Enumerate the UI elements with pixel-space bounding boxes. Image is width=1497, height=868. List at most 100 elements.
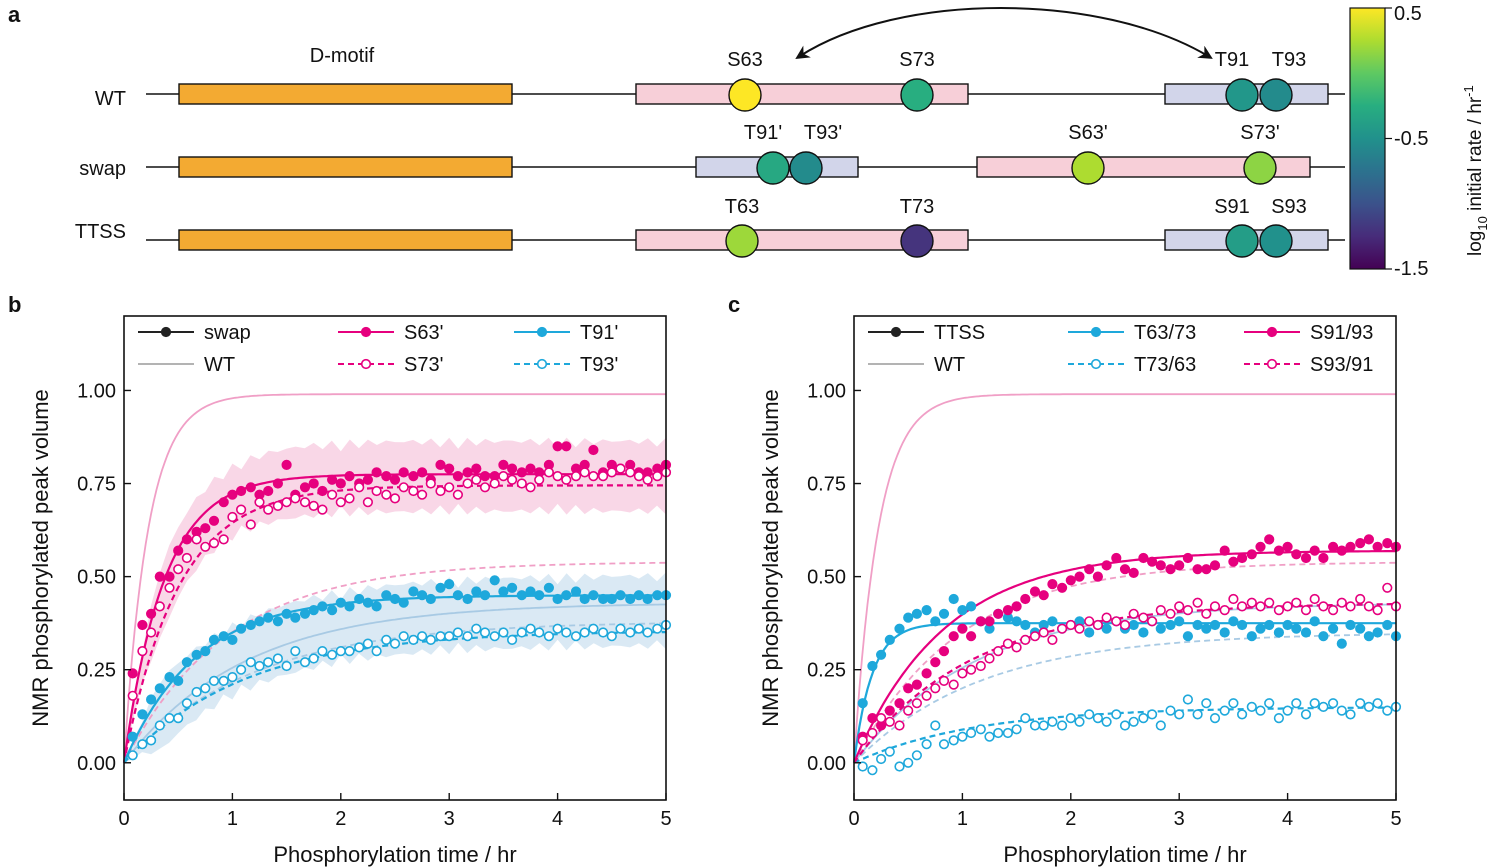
data-point xyxy=(884,705,895,716)
data-point xyxy=(354,482,365,493)
data-point xyxy=(127,668,138,679)
data-point xyxy=(218,675,229,687)
fit-curve xyxy=(853,706,1397,764)
data-point xyxy=(1372,627,1383,638)
data-point xyxy=(127,750,138,761)
data-point xyxy=(236,623,247,634)
data-point xyxy=(975,616,986,627)
legend-marker xyxy=(160,326,172,338)
data-point xyxy=(254,660,265,672)
data-point xyxy=(435,459,446,471)
data-point xyxy=(1318,701,1329,713)
data-point xyxy=(425,593,436,605)
data-point xyxy=(444,482,455,493)
data-point xyxy=(371,601,382,612)
data-point xyxy=(1111,616,1122,627)
data-point xyxy=(417,590,428,601)
data-point xyxy=(1092,712,1103,724)
data-point xyxy=(1084,616,1095,627)
data-point xyxy=(1065,712,1076,724)
data-point xyxy=(1291,597,1302,608)
data-point xyxy=(498,586,509,597)
site-circle-t91 xyxy=(1225,78,1259,112)
data-point xyxy=(1318,601,1329,612)
data-point xyxy=(335,597,346,608)
legend-label: T91' xyxy=(580,322,618,344)
data-point xyxy=(894,720,905,731)
data-point xyxy=(417,467,428,478)
colorbar-label-main: log xyxy=(1465,231,1486,256)
data-point xyxy=(1336,597,1347,608)
data-point xyxy=(867,765,878,776)
site-label: S91 xyxy=(1214,196,1250,218)
data-point xyxy=(218,534,229,545)
data-point xyxy=(921,690,932,701)
data-point xyxy=(435,631,446,642)
data-point xyxy=(236,664,247,675)
site-label: S93 xyxy=(1271,196,1307,218)
data-point xyxy=(272,616,284,627)
data-point xyxy=(408,634,419,646)
data-point xyxy=(1047,616,1058,627)
chart-panel-c: c 0 1 2 3 4 5 0.00 0.25 0.50 0.75 1.00 NMR phospho… xyxy=(728,292,1402,867)
legend-marker xyxy=(890,326,902,338)
data-point xyxy=(208,537,220,549)
data-point xyxy=(471,623,482,634)
data-point xyxy=(1363,701,1374,713)
x-tick-label: 4 xyxy=(1282,808,1293,830)
data-point xyxy=(164,571,175,582)
data-point xyxy=(561,441,572,452)
data-point xyxy=(1011,601,1022,612)
data-point xyxy=(417,489,428,500)
data-point xyxy=(633,471,645,482)
data-point xyxy=(1327,604,1339,616)
data-point xyxy=(921,604,932,616)
data-point xyxy=(1372,541,1383,552)
data-point xyxy=(389,493,401,504)
data-point xyxy=(975,660,986,672)
data-point xyxy=(930,616,941,627)
data-point xyxy=(452,590,464,601)
data-point xyxy=(146,735,157,746)
data-point xyxy=(444,631,455,642)
data-point xyxy=(191,534,202,545)
data-point xyxy=(506,463,518,474)
data-point xyxy=(588,471,599,482)
site-label: S73' xyxy=(1240,122,1279,144)
data-point xyxy=(1128,567,1139,579)
data-point xyxy=(1074,571,1085,582)
legend-label: WT xyxy=(204,354,235,376)
data-point xyxy=(1282,601,1293,612)
data-point xyxy=(1138,712,1149,724)
data-point xyxy=(408,471,419,482)
data-point xyxy=(1192,564,1203,575)
data-point xyxy=(903,683,914,694)
data-point xyxy=(471,474,482,485)
data-point xyxy=(1182,552,1193,564)
data-point xyxy=(245,657,256,668)
data-point xyxy=(344,493,355,504)
fit-curve xyxy=(123,622,667,764)
data-point xyxy=(417,631,428,642)
panel-a: a D-motif WT S63 S73 T91 T93 swap xyxy=(8,2,1490,280)
data-point xyxy=(1236,601,1248,612)
data-point xyxy=(1101,716,1112,727)
colorbar-tick-label: 0.5 xyxy=(1394,3,1422,25)
x-tick-label: 2 xyxy=(1065,808,1076,830)
axes-frame xyxy=(853,315,1397,801)
data-point xyxy=(1336,705,1347,716)
data-point xyxy=(127,731,138,742)
x-tick-label: 2 xyxy=(335,808,346,830)
legend-label: swap xyxy=(204,322,251,344)
data-point xyxy=(1138,627,1149,638)
data-point xyxy=(1382,537,1393,549)
panel-c-letter: c xyxy=(728,292,740,317)
data-point xyxy=(1138,612,1149,623)
data-point xyxy=(1119,720,1131,731)
data-point xyxy=(552,623,563,634)
data-point xyxy=(1074,716,1085,727)
x-tick-label: 3 xyxy=(444,808,455,830)
data-point xyxy=(344,471,355,482)
data-point xyxy=(534,474,545,485)
y-tick-label: 0.50 xyxy=(77,567,116,589)
